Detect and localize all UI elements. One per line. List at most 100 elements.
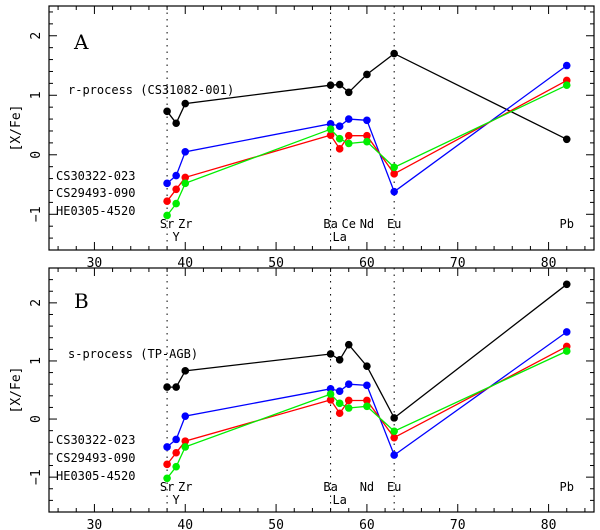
data-point xyxy=(390,427,398,436)
data-point xyxy=(172,119,180,128)
reference-series-label: s-process (TP-AGB) xyxy=(68,347,198,361)
data-point xyxy=(172,171,180,180)
data-point xyxy=(363,70,371,79)
data-point xyxy=(335,399,344,408)
data-point xyxy=(390,433,398,442)
y-tick-label: 1 xyxy=(29,357,44,365)
element-label: Pb xyxy=(560,217,574,231)
data-point xyxy=(181,179,190,188)
data-point xyxy=(344,404,353,412)
series-line xyxy=(166,84,568,216)
series-3 xyxy=(163,81,571,220)
data-point xyxy=(326,396,335,404)
element-label: Sr xyxy=(160,217,174,231)
x-tick-label: 50 xyxy=(268,518,284,530)
x-tick-label: 30 xyxy=(87,256,103,271)
y-tick-label: 2 xyxy=(29,299,44,307)
data-point xyxy=(181,443,190,451)
data-point xyxy=(172,462,180,471)
data-point xyxy=(390,163,398,172)
data-point xyxy=(344,115,353,123)
y-tick-label: 2 xyxy=(29,32,44,40)
element-label: Zr xyxy=(178,480,192,494)
x-tick-label: 50 xyxy=(268,256,284,271)
data-point xyxy=(181,148,190,156)
data-point xyxy=(326,81,335,89)
element-label: Eu xyxy=(387,480,401,494)
x-tick-label: 40 xyxy=(177,256,193,271)
series-0 xyxy=(163,49,571,144)
data-point xyxy=(344,396,353,405)
star-name-label: HE0305-4520 xyxy=(56,204,135,218)
data-point xyxy=(335,134,344,143)
data-point xyxy=(326,120,335,128)
star-name-label: HE0305-4520 xyxy=(56,469,135,483)
y-tick-label: 0 xyxy=(29,151,44,159)
data-point xyxy=(326,385,335,393)
data-point xyxy=(335,80,344,89)
panel-label: B xyxy=(74,289,89,313)
element-label: Y xyxy=(173,493,181,507)
data-point xyxy=(363,131,371,140)
y-tick-label: −1 xyxy=(29,206,44,222)
element-label: Zr xyxy=(178,217,192,231)
plot-frame xyxy=(48,5,595,251)
data-point xyxy=(562,61,571,70)
data-point xyxy=(390,49,398,58)
data-point xyxy=(163,443,171,451)
element-label: La xyxy=(332,493,346,507)
data-point xyxy=(344,340,353,349)
data-point xyxy=(335,409,344,418)
y-axis-title: [X/Fe] xyxy=(9,367,24,414)
data-point xyxy=(163,383,171,391)
element-label: Eu xyxy=(387,217,401,231)
series-line xyxy=(166,331,568,457)
data-point xyxy=(172,185,180,194)
data-point xyxy=(562,81,571,89)
series-2 xyxy=(163,76,571,205)
reference-series-label: r-process (CS31082-001) xyxy=(68,83,234,97)
data-point xyxy=(562,280,571,289)
data-point xyxy=(181,412,190,420)
data-point xyxy=(163,474,171,483)
y-tick-label: 1 xyxy=(29,91,44,99)
panel-a: 30 40 50 60 70 80 −1 0 1 2 [X/Fe] Ar-process (CS310… xyxy=(9,5,595,271)
star-name-label: CS30322-023 xyxy=(56,169,135,183)
y-axis-title: [X/Fe] xyxy=(9,105,24,152)
series-1 xyxy=(163,328,571,459)
data-point xyxy=(344,131,353,140)
x-tick-label: 80 xyxy=(541,518,557,530)
star-name-label: CS30322-023 xyxy=(56,433,135,447)
data-point xyxy=(562,135,571,144)
star-name-label: CS29493-090 xyxy=(56,186,135,200)
data-point xyxy=(163,107,171,116)
data-point xyxy=(363,362,371,370)
data-point xyxy=(181,173,190,182)
data-point xyxy=(335,355,344,364)
data-point xyxy=(326,125,335,133)
x-tick-label: 60 xyxy=(359,518,375,530)
y-tick-label: −1 xyxy=(29,469,44,485)
star-name-label: CS29493-090 xyxy=(56,451,135,465)
data-point xyxy=(172,383,180,391)
series-1 xyxy=(163,61,571,196)
x-tick-label: 70 xyxy=(450,518,466,530)
data-point xyxy=(390,170,398,178)
x-tick-label: 60 xyxy=(359,256,375,271)
element-label: Y xyxy=(173,230,181,244)
data-point xyxy=(363,381,371,390)
data-point xyxy=(326,131,335,139)
y-tick-label: 0 xyxy=(29,415,44,423)
data-point xyxy=(335,145,344,153)
element-label: Ba xyxy=(323,480,337,494)
data-point xyxy=(163,211,171,220)
x-tick-label: 70 xyxy=(450,256,466,271)
data-point xyxy=(562,347,571,355)
data-point xyxy=(163,460,171,469)
data-point xyxy=(326,390,335,398)
x-tick-label: 80 xyxy=(541,256,557,271)
element-label: Pb xyxy=(560,480,574,494)
element-label: Nd xyxy=(360,480,374,494)
data-point xyxy=(363,396,371,405)
